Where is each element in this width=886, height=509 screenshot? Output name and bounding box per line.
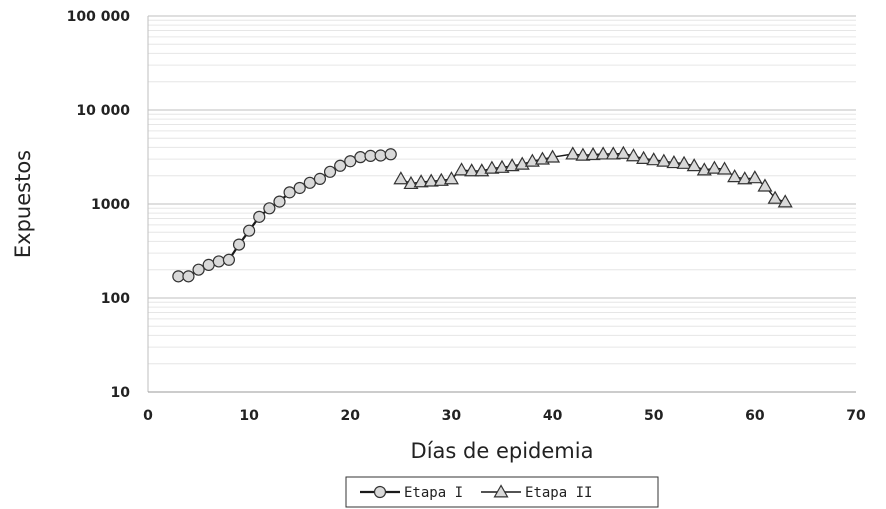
data-point (423, 173, 439, 187)
data-point (666, 154, 682, 169)
data-point (202, 258, 215, 271)
data-point (636, 150, 652, 164)
data-point (313, 172, 327, 185)
y-tick-label: 100 (101, 291, 130, 307)
data-point (706, 160, 722, 174)
data-point (273, 195, 286, 208)
legend-label: Etapa II (525, 485, 592, 501)
x-tick-label: 20 (341, 408, 361, 424)
x-tick-label: 70 (846, 408, 866, 424)
data-point (716, 161, 733, 175)
y-tick-label: 100 000 (67, 9, 131, 25)
tick-labels: 10 100 1000 10 000 100 000 0 10 20 30 40 50 60 70 (67, 9, 866, 424)
data-point (454, 162, 470, 176)
y-axis-title: Expuestos (11, 150, 35, 258)
data-point (364, 149, 377, 162)
x-tick-label: 0 (143, 408, 153, 424)
y-tick-label: 10 000 (76, 103, 130, 119)
data-point (727, 169, 743, 183)
data-point (222, 253, 236, 266)
data-point (524, 153, 540, 167)
data-point (433, 172, 449, 186)
data-point (232, 238, 246, 251)
data-point (172, 270, 185, 283)
data-point (243, 224, 256, 237)
data-point (393, 171, 409, 185)
data-point (686, 158, 702, 172)
data-point (747, 170, 763, 184)
data-point (263, 202, 276, 215)
data-point (696, 162, 712, 176)
data-point (283, 186, 296, 199)
y-tick-label: 10 (111, 385, 131, 401)
data-point (595, 146, 611, 160)
x-axis-title: Días de epidemia (411, 439, 594, 463)
data-point (354, 151, 367, 164)
data-point (504, 158, 520, 172)
data-point (334, 159, 347, 172)
data-point (737, 171, 753, 185)
data-point (192, 263, 205, 276)
y-tick-label: 1000 (91, 197, 130, 213)
data-point (565, 146, 581, 160)
data-series (172, 145, 793, 283)
data-point (615, 145, 631, 159)
data-point (676, 155, 692, 169)
data-point (757, 178, 773, 192)
data-point (303, 176, 316, 189)
x-tick-label: 60 (745, 408, 765, 424)
data-point (253, 210, 266, 223)
grid-lines (148, 15, 856, 393)
x-tick-label: 30 (442, 408, 462, 424)
legend-label: Etapa I (404, 485, 463, 501)
data-point (656, 153, 672, 167)
data-point (625, 148, 642, 162)
x-tick-label: 40 (543, 408, 563, 424)
legend-swatch-marker (373, 485, 387, 499)
legend: Etapa I Etapa II (345, 476, 659, 508)
data-point (403, 175, 419, 190)
data-point (323, 165, 337, 178)
data-point (464, 163, 480, 177)
legend-swatch-marker (493, 484, 509, 498)
data-point (182, 270, 195, 283)
data-point (646, 152, 662, 166)
data-point (374, 149, 387, 162)
data-point (212, 255, 225, 268)
data-point (605, 146, 621, 160)
data-point (293, 181, 306, 195)
data-point (777, 194, 793, 208)
data-point (443, 171, 459, 185)
data-point (534, 151, 550, 165)
x-tick-label: 10 (239, 408, 259, 424)
data-point (344, 155, 357, 168)
data-point (767, 190, 783, 204)
data-point (494, 159, 510, 173)
series-2 (393, 145, 793, 208)
x-tick-label: 50 (644, 408, 664, 424)
data-point (575, 147, 591, 161)
series-line (400, 152, 786, 203)
data-point (484, 160, 500, 174)
series-line (178, 153, 391, 278)
legend-item: Etapa II (481, 484, 592, 501)
data-point (585, 146, 601, 161)
data-point (545, 149, 561, 163)
data-point (413, 174, 429, 188)
series-1 (172, 148, 397, 283)
legend-item: Etapa I (360, 485, 463, 501)
data-point (384, 148, 397, 161)
axes (147, 16, 856, 393)
